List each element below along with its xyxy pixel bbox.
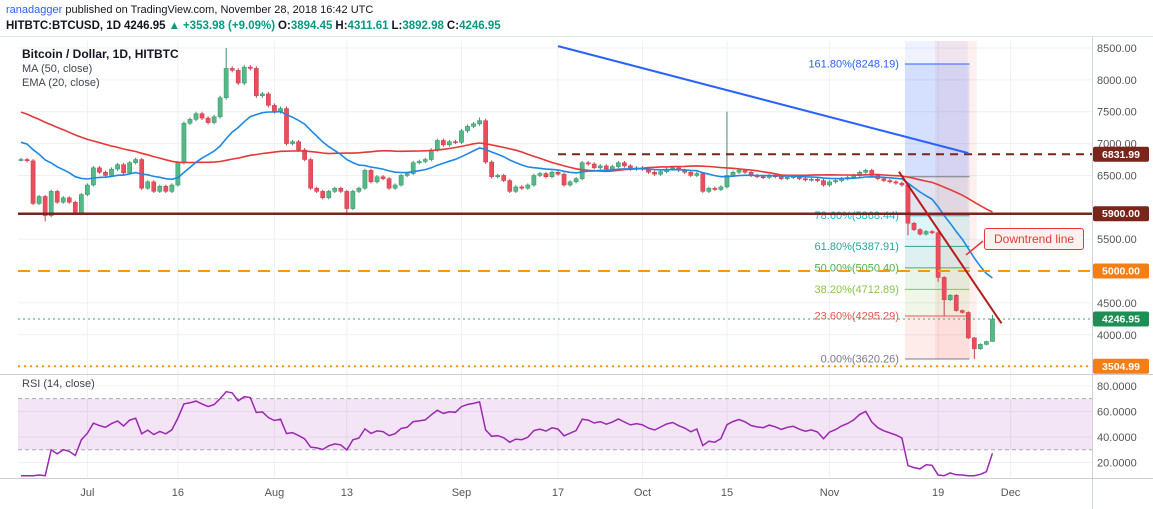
svg-text:5500.00: 5500.00: [1097, 234, 1137, 246]
svg-text:4500.00: 4500.00: [1097, 298, 1137, 310]
fib-level-label: 161.80%(8248.19): [808, 59, 899, 71]
symbol-interval: HITBTC:BTCUSD, 1D: [6, 20, 121, 32]
time-tick-label: Nov: [820, 487, 840, 499]
high-value: 4311.61: [347, 20, 389, 32]
callout-connector: [965, 240, 984, 256]
svg-text:4246.95: 4246.95: [1102, 314, 1140, 326]
trendlines[interactable]: [557, 45, 1003, 324]
price-badge: [1093, 311, 1149, 327]
time-tick-label: 15: [721, 487, 733, 499]
time-tick-label: 17: [552, 487, 564, 499]
rsi-pane[interactable]: [18, 390, 1092, 477]
low-label: L:: [391, 20, 403, 32]
price-badge: [1093, 263, 1149, 279]
svg-text:8500.00: 8500.00: [1097, 43, 1137, 55]
fib-level-label: 61.80%(5387.91): [815, 241, 899, 253]
price-badge: [1093, 358, 1149, 374]
horizontal-lines[interactable]: [18, 153, 1092, 368]
ma50-line: [20, 111, 993, 213]
time-tick-label: Jul: [80, 487, 94, 499]
last-price: 4246.95: [124, 20, 166, 32]
time-tick-label: 16: [172, 487, 184, 499]
price-axis[interactable]: 8500.008000.007500.007000.006500.005500.…: [1092, 37, 1153, 509]
svg-text:8000.00: 8000.00: [1097, 75, 1137, 87]
fib-level-label: 38.20%(4712.89): [815, 284, 899, 296]
price-chart[interactable]: 161.80%(8248.19) 78.60%(5868.44) 61.80%(53…: [0, 37, 1153, 509]
downtrend-callout[interactable]: Downtrend line: [984, 228, 1085, 250]
time-tick-label: Aug: [265, 487, 285, 499]
up-arrow-icon: ▲: [168, 20, 180, 32]
chart-area[interactable]: 161.80%(8248.19) 78.60%(5868.44) 61.80%(53…: [0, 36, 1153, 509]
pane-dividers: [0, 374, 1153, 479]
time-tick-label: Dec: [1001, 487, 1021, 499]
short-downtrend-line: [898, 171, 1003, 324]
svg-text:40.0000: 40.0000: [1097, 432, 1137, 444]
fib-level-label: 23.60%(4295.29): [815, 310, 899, 322]
price-badge: [1093, 206, 1149, 222]
fib-level-label: 78.60%(5868.44): [815, 210, 899, 222]
open-value: 3894.45: [290, 20, 333, 32]
time-tick-label: 19: [932, 487, 944, 499]
svg-text:7500.00: 7500.00: [1097, 107, 1137, 119]
fib-level-label: 50.00%(5050.40): [815, 262, 899, 274]
time-tick-label: Sep: [452, 487, 472, 499]
close-value: 4246.95: [459, 20, 501, 32]
high-label: H:: [335, 20, 348, 32]
candles-series[interactable]: [18, 48, 995, 359]
svg-text:6500.00: 6500.00: [1097, 170, 1137, 182]
svg-text:6831.99: 6831.99: [1102, 149, 1140, 161]
rsi-line: [21, 390, 994, 477]
time-tick-label: 13: [341, 487, 353, 499]
author-link[interactable]: ranadagger: [6, 4, 63, 16]
change-value: +353.98 (+9.09%): [182, 20, 276, 32]
symbol-ohlc-line: HITBTC:BTCUSD, 1D 4246.95 ▲ +353.98 (+9.09%…: [6, 18, 1153, 34]
published-text: published on TradingView.com, November 2…: [62, 4, 374, 16]
time-axis[interactable]: Jul 16 Aug 13 Sep 17 Oct 15 Nov 19 Dec: [80, 487, 1020, 499]
downtrend-line: [557, 45, 969, 155]
open-label: O:: [278, 20, 291, 32]
low-value: 3892.98: [402, 20, 444, 32]
close-label: C:: [446, 20, 460, 32]
time-tick-label: Oct: [634, 487, 651, 499]
header: ranadagger published on TradingView.com,…: [0, 0, 1153, 36]
svg-text:60.0000: 60.0000: [1097, 406, 1137, 418]
svg-text:3504.99: 3504.99: [1102, 361, 1140, 373]
svg-text:4000.00: 4000.00: [1097, 330, 1137, 342]
ema20-line: [20, 110, 993, 279]
publish-line: ranadagger published on TradingView.com,…: [6, 3, 1153, 18]
svg-text:5000.00: 5000.00: [1102, 266, 1140, 278]
svg-text:80.0000: 80.0000: [1097, 381, 1137, 393]
fib-level-label: 0.00%(3620.26): [821, 353, 899, 365]
price-badge: [1093, 146, 1149, 162]
svg-text:20.0000: 20.0000: [1097, 457, 1137, 469]
gridlines: [18, 41, 1092, 477]
svg-text:5900.00: 5900.00: [1102, 208, 1140, 220]
